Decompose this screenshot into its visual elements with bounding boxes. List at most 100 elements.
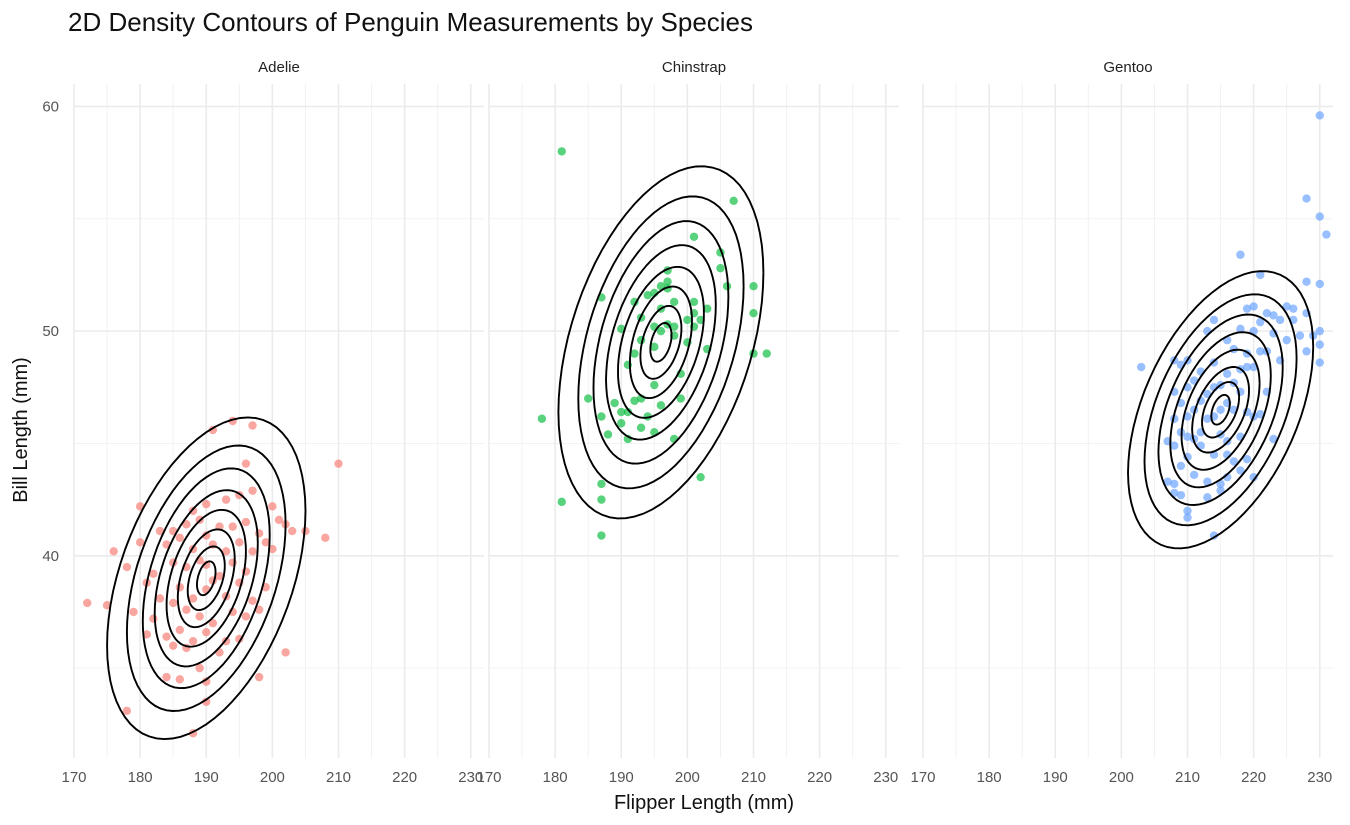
data-point <box>1282 335 1291 345</box>
data-point <box>1216 405 1225 414</box>
data-point <box>228 558 237 567</box>
x-tick-label: 230 <box>458 769 483 786</box>
x-tick-label: 180 <box>543 769 568 786</box>
data-point <box>1203 477 1212 486</box>
density-contour <box>1201 381 1241 439</box>
density-contour <box>1127 270 1315 550</box>
data-point <box>1242 304 1252 313</box>
data-point <box>1183 432 1192 441</box>
data-point <box>716 264 725 273</box>
chart-title: 2D Density Contours of Penguin Measureme… <box>68 7 753 37</box>
data-point <box>274 515 284 525</box>
data-point <box>669 434 679 444</box>
x-tick-label: 170 <box>476 769 501 786</box>
density-contour <box>639 304 683 380</box>
data-point <box>1236 324 1245 334</box>
data-point <box>235 538 244 547</box>
data-point <box>261 538 270 547</box>
density-contour <box>1210 393 1231 426</box>
x-tick-label: 200 <box>260 769 285 786</box>
data-point <box>643 290 652 300</box>
data-point <box>288 526 297 536</box>
x-tick-label: 190 <box>194 769 219 786</box>
density-contour <box>186 545 226 612</box>
density-contour <box>577 195 745 490</box>
facet-label-adelie: Adelie <box>258 59 300 76</box>
facet-panel-gentoo: Gentoo 170 180 190 200 210 220 230 <box>910 59 1333 786</box>
data-point <box>221 495 231 504</box>
data-point <box>1256 347 1265 356</box>
facet-panel-chinstrap: Chinstrap 170 180 190 200 210 220 230 <box>476 59 899 786</box>
data-point <box>1315 358 1324 367</box>
data-point <box>202 627 211 637</box>
data-point <box>749 308 758 318</box>
data-point <box>557 497 566 507</box>
data-point <box>188 594 198 603</box>
data-point <box>1256 410 1265 419</box>
data-point <box>129 607 138 617</box>
data-point <box>1269 434 1278 444</box>
data-point <box>1315 111 1324 120</box>
facet-panels: Adelie 170 180 190 200 210 220 230 40 50 60 Chinstr… <box>42 59 1333 786</box>
x-tick-label: 180 <box>128 769 153 786</box>
data-point <box>1295 331 1305 340</box>
density-contour <box>165 508 247 648</box>
data-point <box>749 282 758 291</box>
data-point <box>1256 270 1265 280</box>
data-point <box>597 531 606 540</box>
data-point <box>102 601 112 610</box>
data-point <box>175 675 185 684</box>
data-point <box>650 342 659 352</box>
density-contour <box>1143 293 1298 527</box>
density-contour <box>592 220 730 465</box>
data-point <box>122 706 132 716</box>
data-point <box>1170 441 1179 450</box>
data-point <box>202 677 211 686</box>
data-point <box>1229 457 1239 466</box>
x-tick-label: 170 <box>910 769 935 786</box>
data-point <box>656 326 666 336</box>
facet-label-gentoo: Gentoo <box>1103 59 1152 76</box>
data-point <box>1302 194 1311 203</box>
data-point <box>202 499 211 509</box>
data-point <box>162 632 171 641</box>
x-tick-label: 190 <box>1043 769 1068 786</box>
data-point <box>583 394 593 403</box>
data-point <box>208 619 218 628</box>
x-tick-label: 180 <box>977 769 1002 786</box>
data-point <box>610 398 619 408</box>
data-point <box>248 547 257 556</box>
data-point <box>221 547 231 556</box>
data-point <box>1183 513 1192 522</box>
data-point <box>321 533 330 543</box>
data-point <box>669 297 679 307</box>
data-point <box>1275 315 1285 325</box>
density-contour <box>1169 331 1272 489</box>
data-point <box>1256 317 1265 327</box>
data-point <box>1203 414 1212 423</box>
data-point <box>1236 466 1245 475</box>
data-point <box>195 663 204 673</box>
data-point <box>149 614 158 623</box>
data-point <box>202 560 211 569</box>
data-point <box>557 147 566 156</box>
data-point <box>1315 340 1324 349</box>
data-point <box>537 414 547 423</box>
data-point <box>155 594 165 603</box>
data-point <box>617 407 626 417</box>
data-point <box>1315 326 1324 336</box>
data-point <box>1189 470 1199 480</box>
data-point <box>1302 277 1311 286</box>
density-contour <box>557 165 765 520</box>
data-point <box>762 349 771 358</box>
y-tick-label: 40 <box>42 548 59 565</box>
data-point <box>195 612 204 621</box>
density-contour <box>1157 313 1284 506</box>
data-point <box>228 522 237 531</box>
density-contour <box>153 489 259 668</box>
y-tick-label: 50 <box>42 323 59 340</box>
data-point <box>268 544 277 554</box>
data-point <box>182 520 191 529</box>
data-point <box>1183 412 1192 421</box>
